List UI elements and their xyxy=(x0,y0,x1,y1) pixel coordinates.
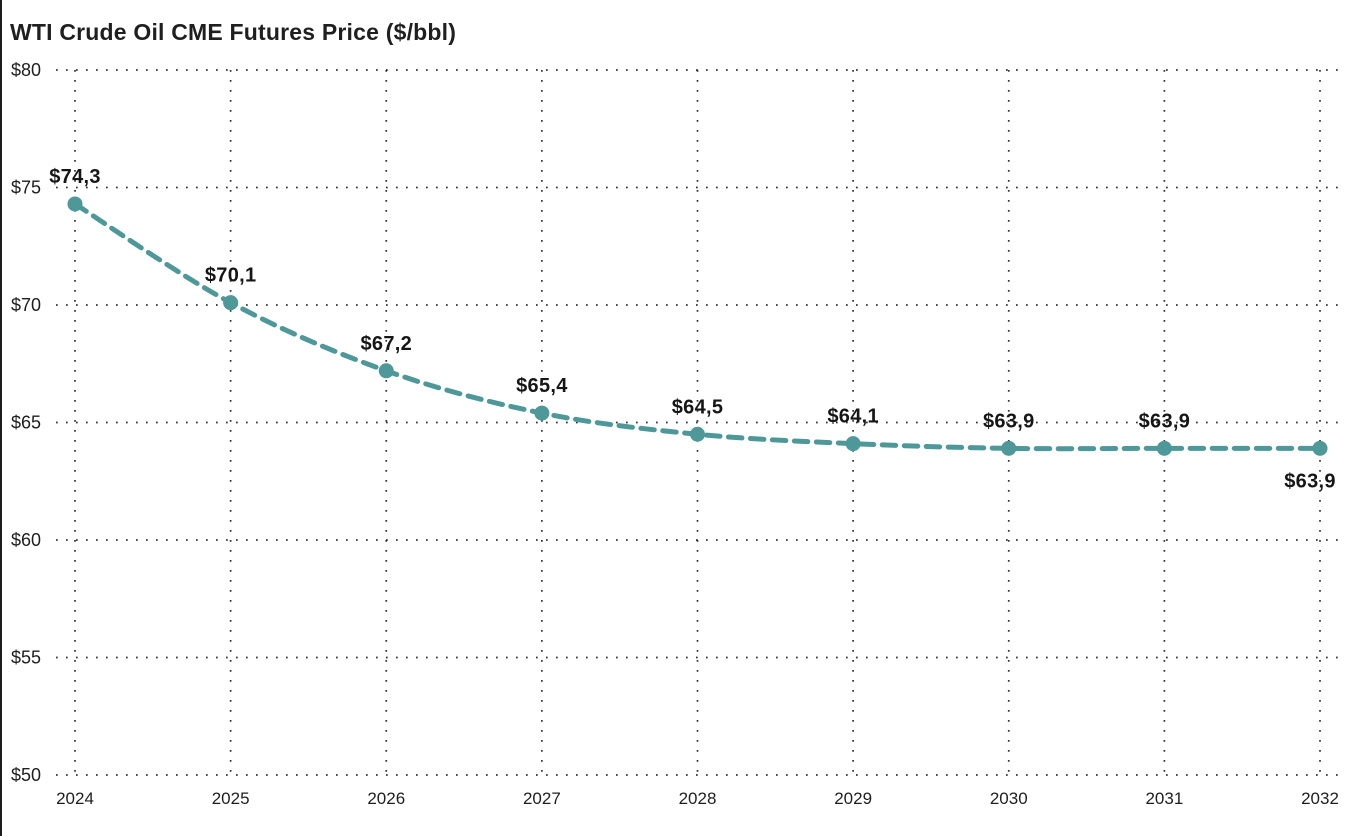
data-point-label: $65,4 xyxy=(516,375,568,397)
data-point-label: $74,3 xyxy=(49,166,101,188)
data-point-marker xyxy=(1156,440,1172,456)
data-point-marker xyxy=(67,196,83,212)
x-axis-tick-label: 2030 xyxy=(990,789,1028,808)
x-axis-tick-label: 2032 xyxy=(1301,789,1339,808)
data-point-label: $63,9 xyxy=(983,410,1035,432)
y-axis-tick-label: $80 xyxy=(11,60,41,80)
data-point-label: $64,5 xyxy=(672,396,724,418)
x-axis-tick-label: 2026 xyxy=(367,789,405,808)
data-point-label: $64,1 xyxy=(827,406,879,428)
x-axis-tick-label: 2027 xyxy=(523,789,561,808)
data-point-marker xyxy=(845,436,861,452)
data-point-label: $63,9 xyxy=(1284,470,1336,492)
y-axis-tick-label: $50 xyxy=(11,765,41,785)
data-point-label: $63,9 xyxy=(1139,410,1191,432)
data-point-marker xyxy=(1001,440,1017,456)
data-point-label: $70,1 xyxy=(205,265,257,287)
data-point-marker xyxy=(690,426,705,442)
y-axis-tick-label: $55 xyxy=(11,648,41,668)
y-axis-tick-label: $75 xyxy=(11,178,41,198)
x-axis-tick-label: 2029 xyxy=(834,789,872,808)
y-axis-tick-label: $60 xyxy=(11,530,41,550)
data-point-marker xyxy=(223,295,239,311)
y-axis-tick-label: $65 xyxy=(11,413,41,433)
x-axis-tick-label: 2028 xyxy=(679,789,717,808)
chart-title: WTI Crude Oil CME Futures Price ($/bbl) xyxy=(10,19,457,45)
left-edge-line xyxy=(0,0,2,836)
data-point-label: $67,2 xyxy=(360,333,412,355)
x-axis-tick-label: 2031 xyxy=(1145,789,1183,808)
x-axis-tick-label: 2025 xyxy=(212,789,250,808)
data-point-marker xyxy=(1312,440,1328,456)
x-axis-tick-label: 2024 xyxy=(56,789,94,808)
y-axis-tick-label: $70 xyxy=(11,295,41,315)
data-point-marker xyxy=(534,405,550,421)
data-point-marker xyxy=(378,363,394,379)
